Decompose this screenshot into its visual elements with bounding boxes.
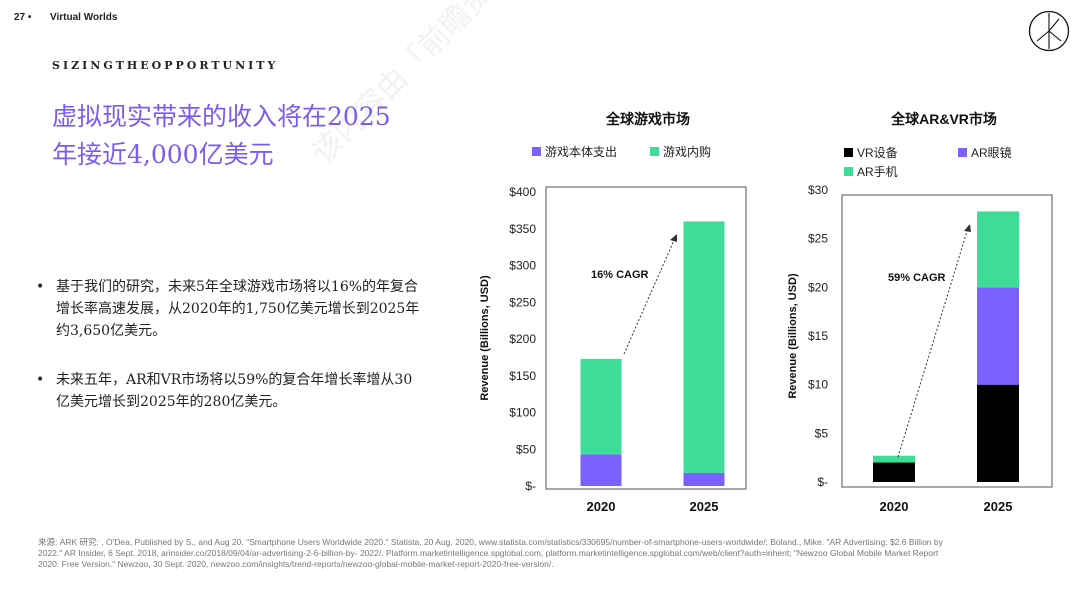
eyebrow-label: SIZINGTHEOPPORTUNITY <box>52 59 279 72</box>
ark-logo-icon <box>1028 10 1070 52</box>
bar-segment <box>683 472 725 486</box>
legend-label: AR眼镜 <box>971 145 1012 160</box>
legend-swatch <box>844 148 853 157</box>
page-number: 27 • <box>14 12 32 23</box>
y-tick-label: $5 <box>815 426 829 440</box>
bar-segment <box>977 384 1019 482</box>
cagr-label: 16% CAGR <box>591 269 649 281</box>
cagr-arrow <box>623 237 676 355</box>
bullet-text: 未来五年，AR和VR市场将以59%的复合年增长率增从30亿美元增长到2025年的… <box>56 372 413 410</box>
legend-label: 游戏内购 <box>663 144 711 159</box>
legend: VR设备 AR眼镜 AR手机 <box>844 145 1012 179</box>
headline-line-2: 年接近4,000亿美元 <box>52 140 274 169</box>
y-axis-label: Revenue (Billions, USD) <box>479 275 491 401</box>
chart-arvr: 全球AR&VR市场 VR设备 AR眼镜 AR手机 Revenue (Billio… <box>787 111 1053 514</box>
legend-label: 游戏本体支出 <box>545 145 617 159</box>
bar-segment <box>580 358 622 455</box>
bullet-item: • 基于我们的研究，未来5年全球游戏市场将以16%的年复合增长率高速发展，从20… <box>36 276 436 342</box>
y-tick-label: $15 <box>808 329 828 343</box>
headline: 虚拟现实带来的收入将在2025 年接近4,000亿美元 <box>52 98 452 174</box>
x-tick-label: 2020 <box>880 499 909 514</box>
bullet-dot: • <box>36 279 45 295</box>
x-tick-label: 2020 <box>587 499 616 514</box>
bullet-item: • 未来五年，AR和VR市场将以59%的复合年增长率增从30亿美元增长到2025… <box>36 369 436 435</box>
y-tick-label: $- <box>817 475 828 489</box>
legend-swatch <box>650 147 659 156</box>
y-tick-label: $30 <box>808 183 828 197</box>
cagr-arrow <box>897 227 969 458</box>
bullet-dot: • <box>36 372 45 388</box>
y-tick-label: $- <box>525 479 536 493</box>
bar-segment <box>873 462 915 482</box>
y-tick-label: $10 <box>808 378 828 392</box>
y-tick-label: $20 <box>808 280 828 294</box>
headline-line-1: 虚拟现实带来的收入将在2025 <box>52 102 391 131</box>
section-title: Virtual Worlds <box>50 12 118 23</box>
legend: 游戏本体支出 游戏内购 <box>532 144 711 159</box>
legend-swatch <box>844 167 853 176</box>
y-tick-label: $50 <box>516 442 536 456</box>
y-axis-label: Revenue (Billions, USD) <box>787 273 799 399</box>
cagr-annotation: 59% CAGR <box>888 224 971 458</box>
y-tick-label: $150 <box>509 369 536 383</box>
legend-label: VR设备 <box>857 146 898 160</box>
chart-title: 全球AR&VR市场 <box>890 111 997 127</box>
x-tick-label: 2025 <box>984 499 1013 514</box>
bar-segment <box>580 454 622 486</box>
x-tick-label: 2025 <box>690 499 719 514</box>
cagr-annotation: 16% CAGR <box>591 234 677 355</box>
plot-frame <box>545 186 747 490</box>
source-footnote: 来源: ARK 研究: , O'Dea, Published by S., an… <box>38 537 943 569</box>
y-tick-label: $250 <box>509 295 536 309</box>
bar-segment <box>977 287 1019 385</box>
bar-segment <box>873 455 915 463</box>
bullet-text: 基于我们的研究，未来5年全球游戏市场将以16%的年复合增长率高速发展，从2020… <box>56 279 420 339</box>
chart-title: 全球游戏市场 <box>605 111 690 127</box>
y-tick-label: $400 <box>509 185 536 199</box>
cagr-arrowhead <box>670 234 677 242</box>
bar-segment <box>683 221 725 473</box>
bar-segment <box>977 211 1019 288</box>
y-tick-label: $200 <box>509 332 536 346</box>
legend-label: AR手机 <box>857 165 898 179</box>
y-tick-label: $350 <box>509 222 536 236</box>
y-tick-label: $100 <box>509 406 536 420</box>
chart-games: 全球游戏市场 游戏本体支出 游戏内购 Revenue (Billions, US… <box>479 111 747 514</box>
legend-swatch <box>958 148 967 157</box>
legend-swatch <box>532 147 541 156</box>
y-tick-label: $300 <box>509 259 536 273</box>
cagr-label: 59% CAGR <box>888 272 946 284</box>
plot-frame <box>841 194 1053 488</box>
cagr-arrowhead <box>964 224 971 232</box>
y-tick-label: $25 <box>808 232 828 246</box>
